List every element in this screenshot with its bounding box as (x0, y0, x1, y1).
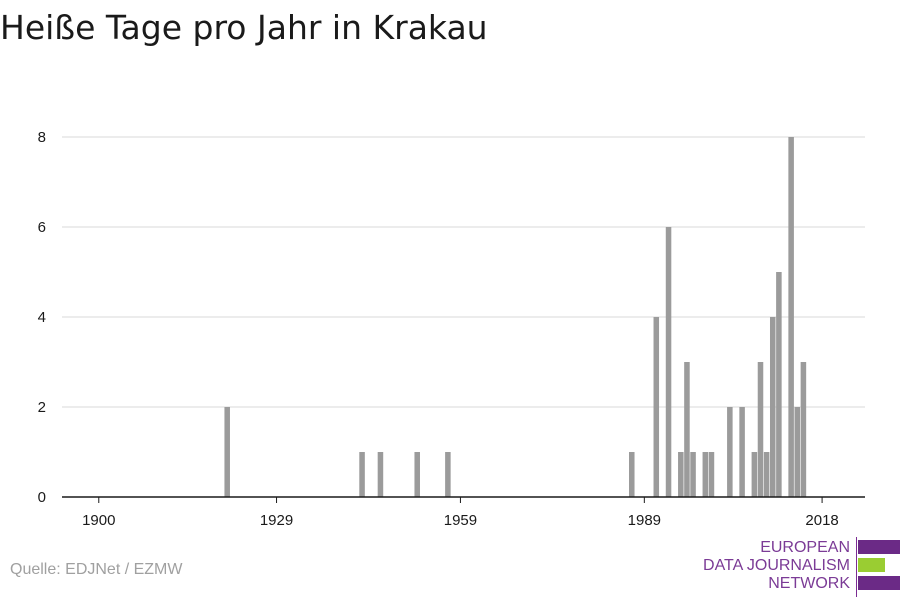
bar (629, 452, 635, 497)
bar (359, 452, 365, 497)
bar (708, 452, 715, 497)
bar (377, 452, 384, 497)
bar (788, 137, 794, 497)
logo-bar-top (858, 540, 900, 554)
bar (665, 227, 672, 497)
x-tick-label: 1989 (628, 512, 661, 529)
logo-line-1: EUROPEAN (760, 539, 850, 556)
x-tick-label: 1959 (444, 512, 477, 529)
x-tick-label: 2018 (805, 512, 838, 529)
bar (776, 272, 782, 497)
x-tick-label: 1900 (82, 512, 115, 529)
bar (727, 407, 733, 497)
bar (445, 452, 451, 497)
bar (224, 407, 230, 497)
axes: 0 2 4 6 8 1900 1929 1959 1989 2018 (38, 129, 865, 529)
bar (769, 317, 776, 497)
bar (751, 452, 758, 497)
logo-line-3: NETWORK (768, 575, 850, 592)
bar (702, 452, 709, 497)
y-tick-label: 0 (38, 489, 46, 506)
bar (757, 362, 764, 497)
bar (684, 362, 690, 497)
chart-title: Heiße Tage pro Jahr in Krakau (0, 8, 488, 47)
bars (224, 137, 807, 497)
logo-line-2: DATA JOURNALISM (703, 557, 850, 574)
y-tick-label: 8 (38, 129, 46, 146)
bar (794, 407, 801, 497)
bar (763, 452, 770, 497)
y-tick-label: 6 (38, 219, 46, 236)
logo-divider (856, 537, 857, 597)
edjnet-logo: EUROPEAN DATA JOURNALISM NETWORK (700, 537, 900, 597)
bar (414, 452, 420, 497)
bar (739, 407, 745, 497)
gridlines (62, 136, 865, 408)
bar (678, 452, 684, 497)
y-tick-label: 2 (38, 399, 46, 416)
bar (800, 362, 807, 497)
bar (653, 317, 660, 497)
logo-bar-middle (858, 558, 885, 572)
x-tick-label: 1929 (260, 512, 293, 529)
bar (690, 452, 696, 497)
logo-bar-bottom (858, 576, 900, 590)
source-note: Quelle: EDJNet / EZMW (10, 561, 183, 578)
y-tick-label: 4 (38, 309, 46, 326)
